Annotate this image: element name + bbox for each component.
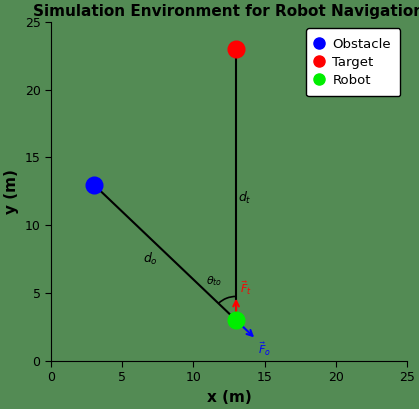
Text: $\theta_{to}$: $\theta_{to}$	[206, 274, 222, 288]
Text: $\vec{F}_o$: $\vec{F}_o$	[259, 341, 271, 358]
Title: Simulation Environment for Robot Navigation: Simulation Environment for Robot Navigat…	[34, 4, 419, 19]
Text: $d_o$: $d_o$	[143, 251, 158, 267]
X-axis label: x (m): x (m)	[207, 390, 251, 405]
Text: $\vec{F}_t$: $\vec{F}_t$	[240, 280, 251, 297]
Y-axis label: y (m): y (m)	[4, 169, 19, 214]
Legend: Obstacle, Target, Robot: Obstacle, Target, Robot	[306, 28, 400, 97]
Text: $d_t$: $d_t$	[238, 190, 251, 206]
